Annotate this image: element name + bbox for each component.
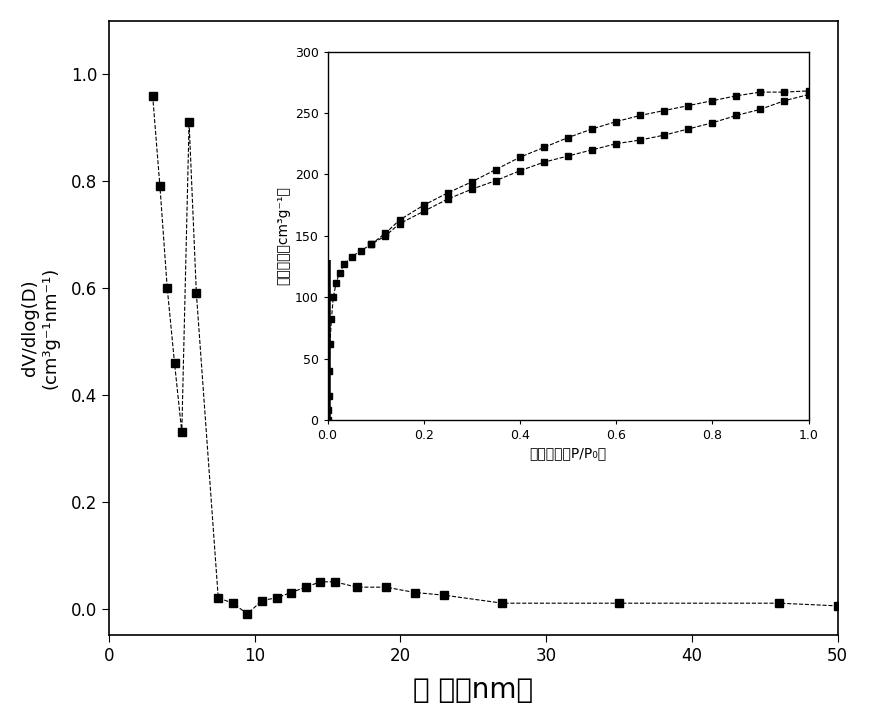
Y-axis label: dV/dlog(D)
(cm³g⁻¹nm⁻¹): dV/dlog(D) (cm³g⁻¹nm⁻¹)	[21, 267, 60, 389]
X-axis label: 孔 径（nm）: 孔 径（nm）	[414, 676, 534, 704]
